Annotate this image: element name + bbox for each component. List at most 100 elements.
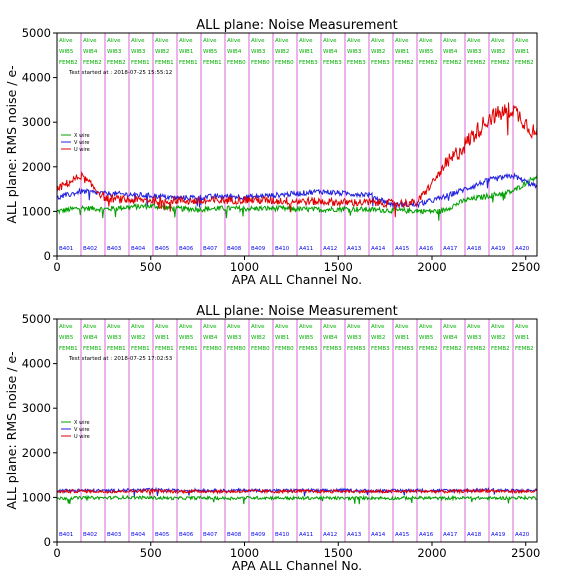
- series-line-x-wire: [56, 494, 538, 505]
- board-wib: WIB3: [347, 335, 362, 341]
- x-tick-label: 1500: [324, 260, 353, 274]
- chart-1: ALL plane: Noise MeasurementAliveWIB5FEM…: [4, 18, 540, 287]
- board-wib: WIB5: [419, 49, 434, 55]
- board-wib: WIB2: [131, 335, 145, 341]
- board-status: Alive: [299, 38, 313, 44]
- board-name: B405: [155, 532, 170, 538]
- series-line-u-wire: [56, 487, 538, 496]
- board-name: B406: [179, 532, 194, 538]
- board-wib: WIB5: [299, 335, 314, 341]
- board-status: Alive: [515, 324, 529, 330]
- test-started-text: Test started at : 2018-07-25 15:55:12: [68, 70, 172, 76]
- board-femb: FEMB3: [371, 60, 390, 66]
- board-status: Alive: [299, 324, 313, 330]
- board-femb: FEMB1: [131, 346, 150, 352]
- board-wib: WIB3: [107, 335, 122, 341]
- board-femb: FEMB0: [251, 346, 270, 352]
- board-status: Alive: [491, 38, 505, 44]
- board-wib: WIB3: [131, 49, 146, 55]
- board-wib: WIB4: [203, 335, 218, 341]
- board-status: Alive: [275, 38, 289, 44]
- board-status: Alive: [203, 324, 217, 330]
- board-name: B409: [251, 246, 266, 252]
- board-name: B404: [131, 532, 146, 538]
- board-wib: WIB2: [491, 49, 505, 55]
- board-wib: WIB2: [155, 49, 169, 55]
- y-axis-label: ALL plane: RMS noise / e-: [4, 351, 19, 509]
- board-femb: FEMB0: [275, 60, 294, 66]
- board-femb: FEMB1: [155, 346, 174, 352]
- board-femb: FEMB2: [59, 60, 78, 66]
- board-name: B408: [227, 532, 242, 538]
- board-femb: FEMB3: [395, 346, 414, 352]
- board-status: Alive: [251, 38, 265, 44]
- x-tick-label: 0: [53, 260, 60, 274]
- board-name: B410: [275, 246, 290, 252]
- x-tick-label: 500: [140, 260, 162, 274]
- board-status: Alive: [107, 324, 121, 330]
- board-wib: WIB3: [227, 335, 242, 341]
- board-femb: FEMB3: [347, 60, 366, 66]
- board-status: Alive: [227, 324, 241, 330]
- board-name: A411: [299, 246, 313, 252]
- board-femb: FEMB1: [131, 60, 150, 66]
- x-tick-label: 1000: [230, 260, 259, 274]
- board-name: B404: [131, 246, 146, 252]
- legend-label: U wire: [74, 147, 90, 153]
- board-status: Alive: [347, 324, 361, 330]
- board-wib: WIB5: [419, 335, 434, 341]
- board-status: Alive: [155, 324, 169, 330]
- test-started-text: Test started at : 2018-07-25 17:02:53: [68, 356, 173, 362]
- board-femb: FEMB1: [179, 60, 198, 66]
- legend-label: V wire: [74, 427, 90, 433]
- board-name: B410: [275, 532, 290, 538]
- board-status: Alive: [371, 324, 385, 330]
- board-wib: WIB5: [59, 49, 74, 55]
- board-femb: FEMB2: [443, 60, 462, 66]
- x-tick-label: 1000: [230, 546, 259, 560]
- y-tick-label: 0: [44, 535, 51, 549]
- y-tick-label: 1000: [22, 490, 51, 504]
- board-femb: FEMB2: [395, 60, 414, 66]
- legend-label: U wire: [74, 434, 90, 440]
- board-name: A416: [419, 532, 434, 538]
- board-wib: WIB2: [371, 335, 385, 341]
- board-name: A414: [371, 246, 386, 252]
- board-femb: FEMB2: [491, 60, 510, 66]
- board-name: B408: [227, 246, 242, 252]
- board-femb: FEMB1: [107, 346, 126, 352]
- board-femb: FEMB1: [179, 346, 198, 352]
- board-name: A412: [323, 532, 337, 538]
- board-status: Alive: [323, 324, 337, 330]
- board-wib: WIB5: [203, 49, 218, 55]
- board-femb: FEMB2: [515, 346, 534, 352]
- series-line-v-wire: [56, 486, 538, 497]
- board-name: B405: [155, 246, 170, 252]
- x-tick-label: 2500: [511, 546, 540, 560]
- board-wib: WIB3: [107, 49, 122, 55]
- y-tick-label: 4000: [22, 71, 51, 85]
- y-tick-label: 5000: [22, 26, 51, 40]
- board-status: Alive: [155, 38, 169, 44]
- board-status: Alive: [347, 38, 361, 44]
- board-femb: FEMB3: [299, 60, 318, 66]
- board-name: B409: [251, 532, 266, 538]
- board-status: Alive: [443, 324, 457, 330]
- board-name: A413: [347, 532, 362, 538]
- plot-frame: [56, 318, 538, 543]
- chart-title: ALL plane: Noise Measurement: [196, 304, 398, 319]
- board-status: Alive: [275, 324, 289, 330]
- board-wib: WIB3: [347, 49, 362, 55]
- board-status: Alive: [251, 324, 265, 330]
- board-status: Alive: [419, 38, 433, 44]
- board-wib: WIB2: [251, 335, 265, 341]
- board-wib: WIB1: [395, 335, 409, 341]
- legend-label: V wire: [74, 140, 90, 146]
- board-wib: WIB4: [443, 49, 458, 55]
- x-axis-label: APA ALL Channel No.: [232, 272, 362, 287]
- board-status: Alive: [443, 38, 457, 44]
- board-name: A411: [299, 532, 313, 538]
- board-name: A418: [467, 532, 482, 538]
- board-name: A415: [395, 246, 410, 252]
